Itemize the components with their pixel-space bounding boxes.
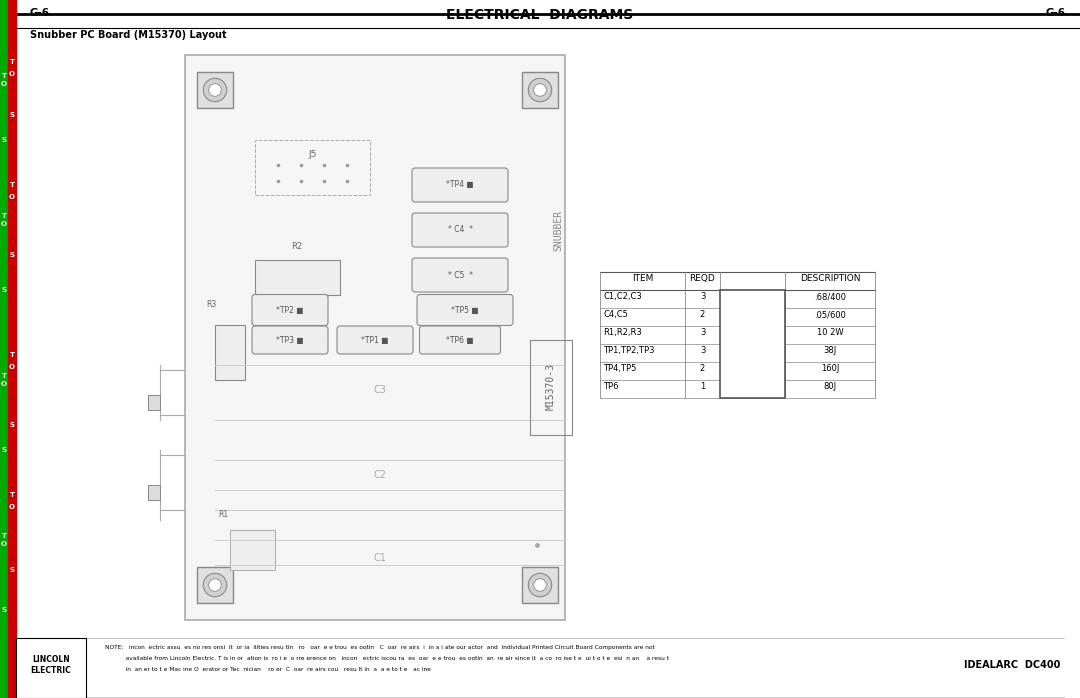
Circle shape: [534, 84, 546, 96]
Bar: [8, 0, 16, 698]
Bar: [530, 340, 572, 435]
Text: IDEALARC  DC400: IDEALARC DC400: [963, 660, 1059, 670]
Text: T: T: [10, 59, 14, 65]
Text: available from Lincoln Electric. T is in or  ation is  ro i e  o rre erence on  : available from Lincoln Electric. T is in…: [105, 656, 669, 661]
Bar: [230, 530, 275, 570]
Text: C1: C1: [374, 553, 387, 563]
Text: 3: 3: [700, 346, 705, 355]
Text: S: S: [10, 112, 14, 118]
Text: *TP3 ■: *TP3 ■: [276, 336, 303, 345]
Circle shape: [534, 579, 546, 591]
Text: S: S: [1, 447, 6, 453]
Text: S: S: [1, 287, 6, 293]
Text: M15370-3: M15370-3: [546, 364, 556, 410]
Text: O: O: [9, 364, 15, 370]
Bar: [522, 72, 558, 108]
Circle shape: [208, 579, 221, 591]
Text: * C4  *: * C4 *: [447, 225, 473, 235]
Text: T
O: T O: [1, 73, 6, 87]
Text: T
O: T O: [1, 533, 6, 547]
Circle shape: [203, 78, 227, 102]
Text: T: T: [10, 492, 14, 498]
Text: O: O: [9, 71, 15, 77]
Bar: [148, 395, 160, 410]
Text: 3: 3: [700, 292, 705, 301]
Text: * C5  *: * C5 *: [447, 271, 473, 279]
Text: R3: R3: [206, 300, 216, 309]
Bar: [185, 55, 565, 620]
FancyBboxPatch shape: [419, 326, 500, 354]
Circle shape: [203, 573, 227, 597]
Bar: [16, 638, 86, 698]
Text: *TP4 ■: *TP4 ■: [446, 181, 474, 189]
Text: ELECTRICAL  DIAGRAMS: ELECTRICAL DIAGRAMS: [446, 8, 634, 22]
Text: S: S: [1, 607, 6, 613]
Text: *TP6 ■: *TP6 ■: [446, 336, 474, 345]
FancyBboxPatch shape: [411, 213, 508, 247]
Circle shape: [528, 573, 552, 597]
Bar: [522, 567, 558, 603]
Text: .68/400: .68/400: [814, 292, 846, 301]
Text: C2: C2: [374, 470, 387, 480]
Text: .05/600: .05/600: [814, 310, 846, 319]
Bar: [720, 290, 785, 398]
Text: O: O: [9, 504, 15, 510]
Text: REQD: REQD: [690, 274, 715, 283]
Text: S: S: [10, 567, 14, 573]
Text: LINCOLN
ELECTRIC: LINCOLN ELECTRIC: [30, 655, 71, 675]
Text: 160J: 160J: [821, 364, 839, 373]
Text: R2: R2: [292, 242, 302, 251]
Text: *TP5 ■: *TP5 ■: [451, 306, 478, 315]
Text: TP6: TP6: [603, 382, 619, 391]
Text: S: S: [10, 422, 14, 428]
Text: T
O: T O: [1, 373, 6, 387]
Text: *TP1 ■: *TP1 ■: [361, 336, 389, 345]
FancyBboxPatch shape: [337, 326, 413, 354]
Text: T
O: T O: [1, 214, 6, 226]
FancyBboxPatch shape: [252, 295, 328, 325]
Text: 38J: 38J: [823, 346, 837, 355]
Text: Snubber PC Board (M15370) Layout: Snubber PC Board (M15370) Layout: [30, 30, 227, 40]
Text: C3: C3: [374, 385, 387, 395]
Text: S: S: [1, 137, 6, 143]
FancyBboxPatch shape: [417, 295, 513, 325]
Text: O: O: [9, 194, 15, 200]
Bar: [148, 485, 160, 500]
Bar: [215, 325, 245, 380]
FancyBboxPatch shape: [252, 326, 328, 354]
Bar: [197, 567, 233, 603]
Circle shape: [208, 84, 221, 96]
Text: C1,C2,C3: C1,C2,C3: [603, 292, 642, 301]
Text: 80J: 80J: [823, 382, 837, 391]
Bar: [255, 140, 370, 195]
Text: G-6: G-6: [30, 8, 50, 18]
Text: R1: R1: [218, 510, 228, 519]
Bar: [197, 72, 233, 108]
Text: TP1,TP2,TP3: TP1,TP2,TP3: [603, 346, 654, 355]
Text: *TP2 ■: *TP2 ■: [276, 306, 303, 315]
Text: S: S: [10, 252, 14, 258]
Bar: [255, 260, 340, 295]
Text: SNUBBER: SNUBBER: [553, 209, 563, 251]
Text: R1,R2,R3: R1,R2,R3: [603, 328, 642, 337]
Text: C4,C5: C4,C5: [603, 310, 627, 319]
Text: T: T: [10, 182, 14, 188]
Text: G-6: G-6: [1045, 8, 1065, 18]
FancyBboxPatch shape: [411, 168, 508, 202]
Text: ITEM: ITEM: [632, 274, 653, 283]
Text: TP4,TP5: TP4,TP5: [603, 364, 636, 373]
Circle shape: [528, 78, 552, 102]
Text: 10 2W: 10 2W: [816, 328, 843, 337]
Text: in  an er to t e Mac ine O  erator or Tec  nician    ro er  C  oar  re airs cou : in an er to t e Mac ine O erator or Tec …: [105, 667, 431, 672]
Text: DESCRIPTION: DESCRIPTION: [800, 274, 861, 283]
Text: 3: 3: [700, 328, 705, 337]
Text: T: T: [10, 352, 14, 358]
Bar: [0, 0, 8, 698]
Text: 2: 2: [700, 310, 705, 319]
Text: 2: 2: [700, 364, 705, 373]
Text: NOTE:   incon  ectric assu  es no res onsi  it  or ia  ilities resu tin   ro   o: NOTE: incon ectric assu es no res onsi i…: [105, 645, 654, 650]
FancyBboxPatch shape: [411, 258, 508, 292]
Text: J5: J5: [308, 150, 316, 159]
Text: 1: 1: [700, 382, 705, 391]
